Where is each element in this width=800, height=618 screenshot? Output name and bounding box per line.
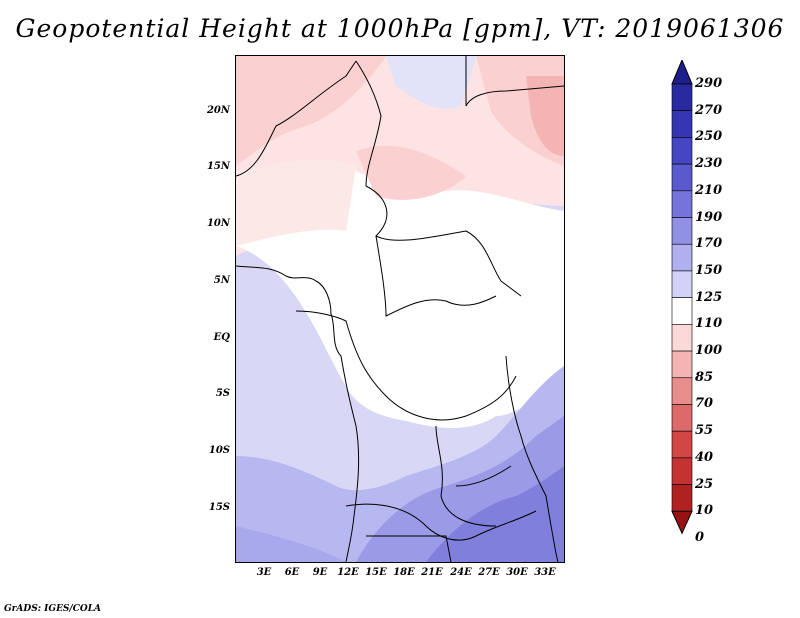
colorbar-swatch [671, 110, 693, 138]
colorbar-label: 125 [695, 289, 723, 305]
colorbar-label: 110 [695, 316, 723, 332]
lat-label-5s: 5S [215, 388, 230, 399]
colorbar-swatch [671, 297, 693, 325]
colorbar-label: 170 [695, 236, 723, 252]
colorbar-swatch [671, 457, 693, 485]
geopotential-field [236, 56, 564, 562]
lat-label-15s: 15S [208, 502, 230, 513]
lat-label-eq: EQ [213, 332, 230, 343]
lon-label-12e: 12E [337, 567, 359, 578]
colorbar-top-arrow [671, 60, 693, 85]
colorbar-swatch [671, 243, 693, 272]
colorbar-label: 25 [695, 476, 714, 492]
colorbar-swatch [671, 270, 693, 298]
lat-label-20n: 20N [206, 105, 230, 116]
colorbar-label: 100 [695, 343, 723, 359]
colorbar-label: 190 [695, 209, 723, 225]
colorbar-label: 290 [695, 76, 723, 91]
map-panel [235, 55, 565, 563]
lon-label-15e: 15E [365, 567, 387, 578]
grads-credit: GrADS: IGES/COLA [4, 604, 102, 614]
lat-label-10s: 10S [208, 445, 230, 456]
lat-label-15n: 15N [206, 161, 230, 172]
colorbar-bottom-arrow [671, 510, 693, 535]
lon-label-27e: 27E [478, 567, 500, 578]
lon-label-6e: 6E [284, 567, 300, 578]
lon-label-30e: 30E [506, 567, 528, 578]
lon-label-3e: 3E [256, 567, 272, 578]
colorbar-label: 85 [695, 369, 714, 385]
lon-label-18e: 18E [393, 567, 415, 578]
colorbar-swatch [671, 137, 693, 165]
colorbar-swatch [671, 430, 693, 459]
colorbar-swatch [671, 163, 693, 192]
colorbar-label: 55 [695, 423, 714, 439]
colorbar-swatch [671, 377, 693, 405]
colorbar-swatch [671, 83, 693, 112]
lon-label-9e: 9E [312, 567, 328, 578]
colorbar [671, 60, 693, 535]
colorbar-label: 230 [695, 156, 723, 172]
colorbar-swatch [671, 484, 693, 512]
colorbar-swatch [671, 404, 693, 432]
colorbar-label: 10 [695, 503, 714, 519]
colorbar-swatch [671, 190, 693, 218]
colorbar-label: 210 [695, 182, 723, 198]
lon-label-24e: 24E [450, 567, 472, 578]
colorbar-label: 40 [695, 449, 714, 465]
lon-label-21e: 21E [421, 567, 443, 578]
colorbar-label: 70 [695, 396, 714, 412]
colorbar-swatch [671, 350, 693, 379]
lat-label-5n: 5N [213, 275, 230, 286]
chart-title: Geopotential Height at 1000hPa [gpm], VT… [15, 14, 785, 43]
colorbar-swatch [671, 217, 693, 245]
colorbar-swatch [671, 324, 693, 352]
colorbar-label: 0 [695, 530, 705, 545]
colorbar-label: 270 [695, 102, 723, 118]
colorbar-label: 250 [695, 129, 723, 145]
lat-label-10n: 10N [206, 218, 230, 229]
colorbar-label: 150 [695, 262, 723, 278]
lon-label-33e: 33E [534, 567, 556, 578]
